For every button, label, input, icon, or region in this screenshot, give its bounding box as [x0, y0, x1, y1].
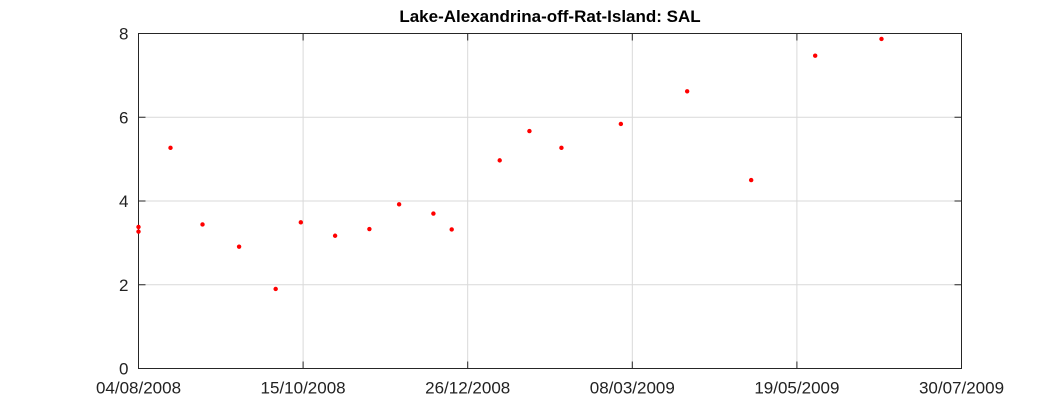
data-point — [168, 145, 173, 151]
data-point — [879, 36, 884, 42]
data-point — [748, 177, 754, 183]
data-point — [812, 53, 818, 58]
x-tick-label: 08/03/2009 — [590, 379, 675, 398]
chart-title: Lake-Alexandrina-off-Rat-Island: SAL — [399, 7, 700, 26]
data-point — [136, 224, 141, 230]
data-point — [559, 145, 564, 151]
data-point — [497, 158, 502, 163]
data-point — [200, 222, 205, 227]
x-tick-label: 04/08/2008 — [96, 379, 181, 398]
data-point — [136, 229, 141, 234]
data-point — [449, 227, 454, 232]
data-point — [396, 202, 402, 207]
y-axis-tick-labels: 0 2 4 6 8 — [119, 25, 128, 379]
data-point — [236, 244, 242, 249]
data-point — [527, 128, 532, 134]
data-point — [367, 226, 372, 232]
y-tick-label: 8 — [119, 25, 128, 44]
data-point — [332, 233, 338, 238]
data-point — [618, 121, 624, 127]
y-tick-label: 0 — [119, 360, 128, 379]
x-tick-label: 26/12/2008 — [425, 379, 510, 398]
y-tick-label: 6 — [119, 108, 128, 127]
x-axis-tick-labels: 04/08/2008 15/10/2008 26/12/2008 08/03/2009… — [96, 379, 1004, 398]
y-tick-label: 4 — [119, 192, 128, 211]
data-points — [136, 36, 884, 292]
data-point — [431, 211, 436, 216]
x-tick-label: 15/10/2008 — [261, 379, 346, 398]
y-tick-label: 2 — [119, 276, 128, 295]
plot-area-frame — [138, 33, 962, 369]
data-point — [684, 89, 690, 94]
data-point — [298, 220, 304, 225]
x-tick-label: 19/05/2009 — [754, 379, 839, 398]
x-tick-label: 30/07/2009 — [919, 379, 1004, 398]
data-point — [273, 286, 278, 292]
grid-lines — [138, 33, 962, 369]
